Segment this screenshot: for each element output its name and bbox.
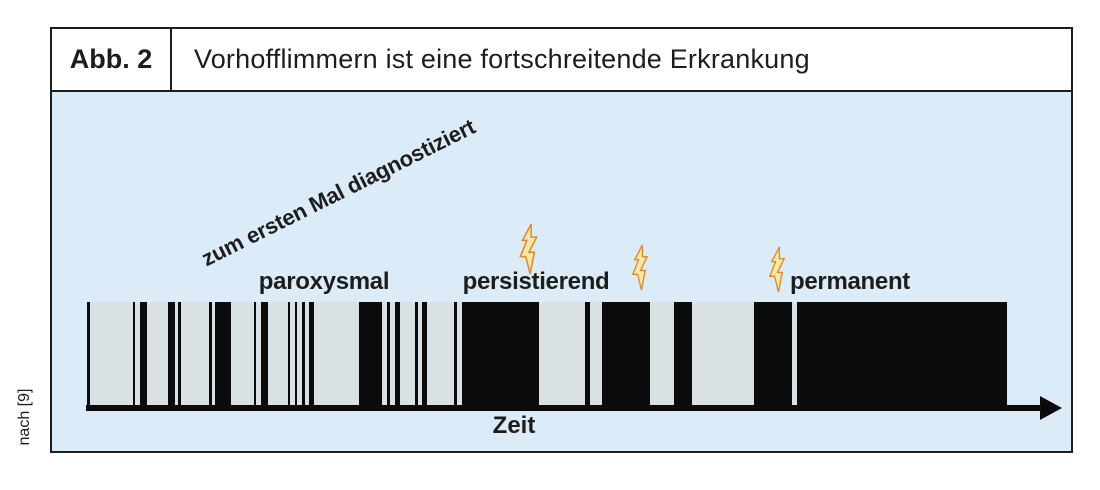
af-episode-stripe <box>602 302 650 405</box>
af-episode-stripe <box>309 302 314 405</box>
af-episode-stripe <box>215 302 231 405</box>
af-episode-stripe <box>302 302 305 405</box>
diagram-panel: zum ersten Mal diagnostiziert paroxysmal… <box>50 92 1073 453</box>
lightning-icon <box>631 244 649 291</box>
time-axis <box>86 405 1044 411</box>
af-episode-stripe <box>87 302 90 405</box>
af-episode-stripe <box>462 302 539 405</box>
af-episode-stripe <box>454 302 457 405</box>
lightning-icon <box>768 246 786 293</box>
af-episode-stripe <box>140 302 147 405</box>
af-episode-stripe <box>395 302 400 405</box>
af-episode-stripe <box>261 302 268 405</box>
af-episode-stripe <box>415 302 418 405</box>
figure-title: Vorhofflimmern ist eine fortschreitende … <box>194 44 810 74</box>
af-episode-stripe <box>178 302 181 405</box>
af-episode-stripe <box>387 302 390 405</box>
time-axis-label: Zeit <box>492 412 536 439</box>
lightning-icon <box>519 223 538 275</box>
af-episode-stripe <box>585 302 590 405</box>
af-episode-stripe <box>754 302 792 405</box>
af-episode-stripe <box>133 302 135 405</box>
phase-label-permanent: permanent <box>790 268 910 295</box>
figure-header: Abb. 2 Vorhofflimmern ist eine fortschre… <box>50 27 1073 92</box>
phase-label-persistierend: persistierend <box>462 268 610 295</box>
phase-label-paroxysmal: paroxysmal <box>258 268 390 295</box>
af-episode-stripe <box>797 302 1007 405</box>
af-episode-stripe <box>674 302 692 405</box>
first-diagnosed-label: zum ersten Mal diagnostiziert <box>197 113 480 272</box>
time-axis-arrowhead-icon <box>1040 396 1062 420</box>
af-episode-stripe <box>168 302 175 405</box>
figure-label: Abb. 2 <box>52 29 172 90</box>
af-episode-stripe <box>209 302 212 405</box>
af-episode-stripe <box>288 302 290 405</box>
source-note: nach [9] <box>16 388 33 446</box>
af-timeline-bar <box>87 302 1007 405</box>
af-episode-stripe <box>295 302 297 405</box>
af-episode-stripe <box>422 302 427 405</box>
af-episode-stripe <box>254 302 256 405</box>
af-episode-stripe <box>359 302 382 405</box>
